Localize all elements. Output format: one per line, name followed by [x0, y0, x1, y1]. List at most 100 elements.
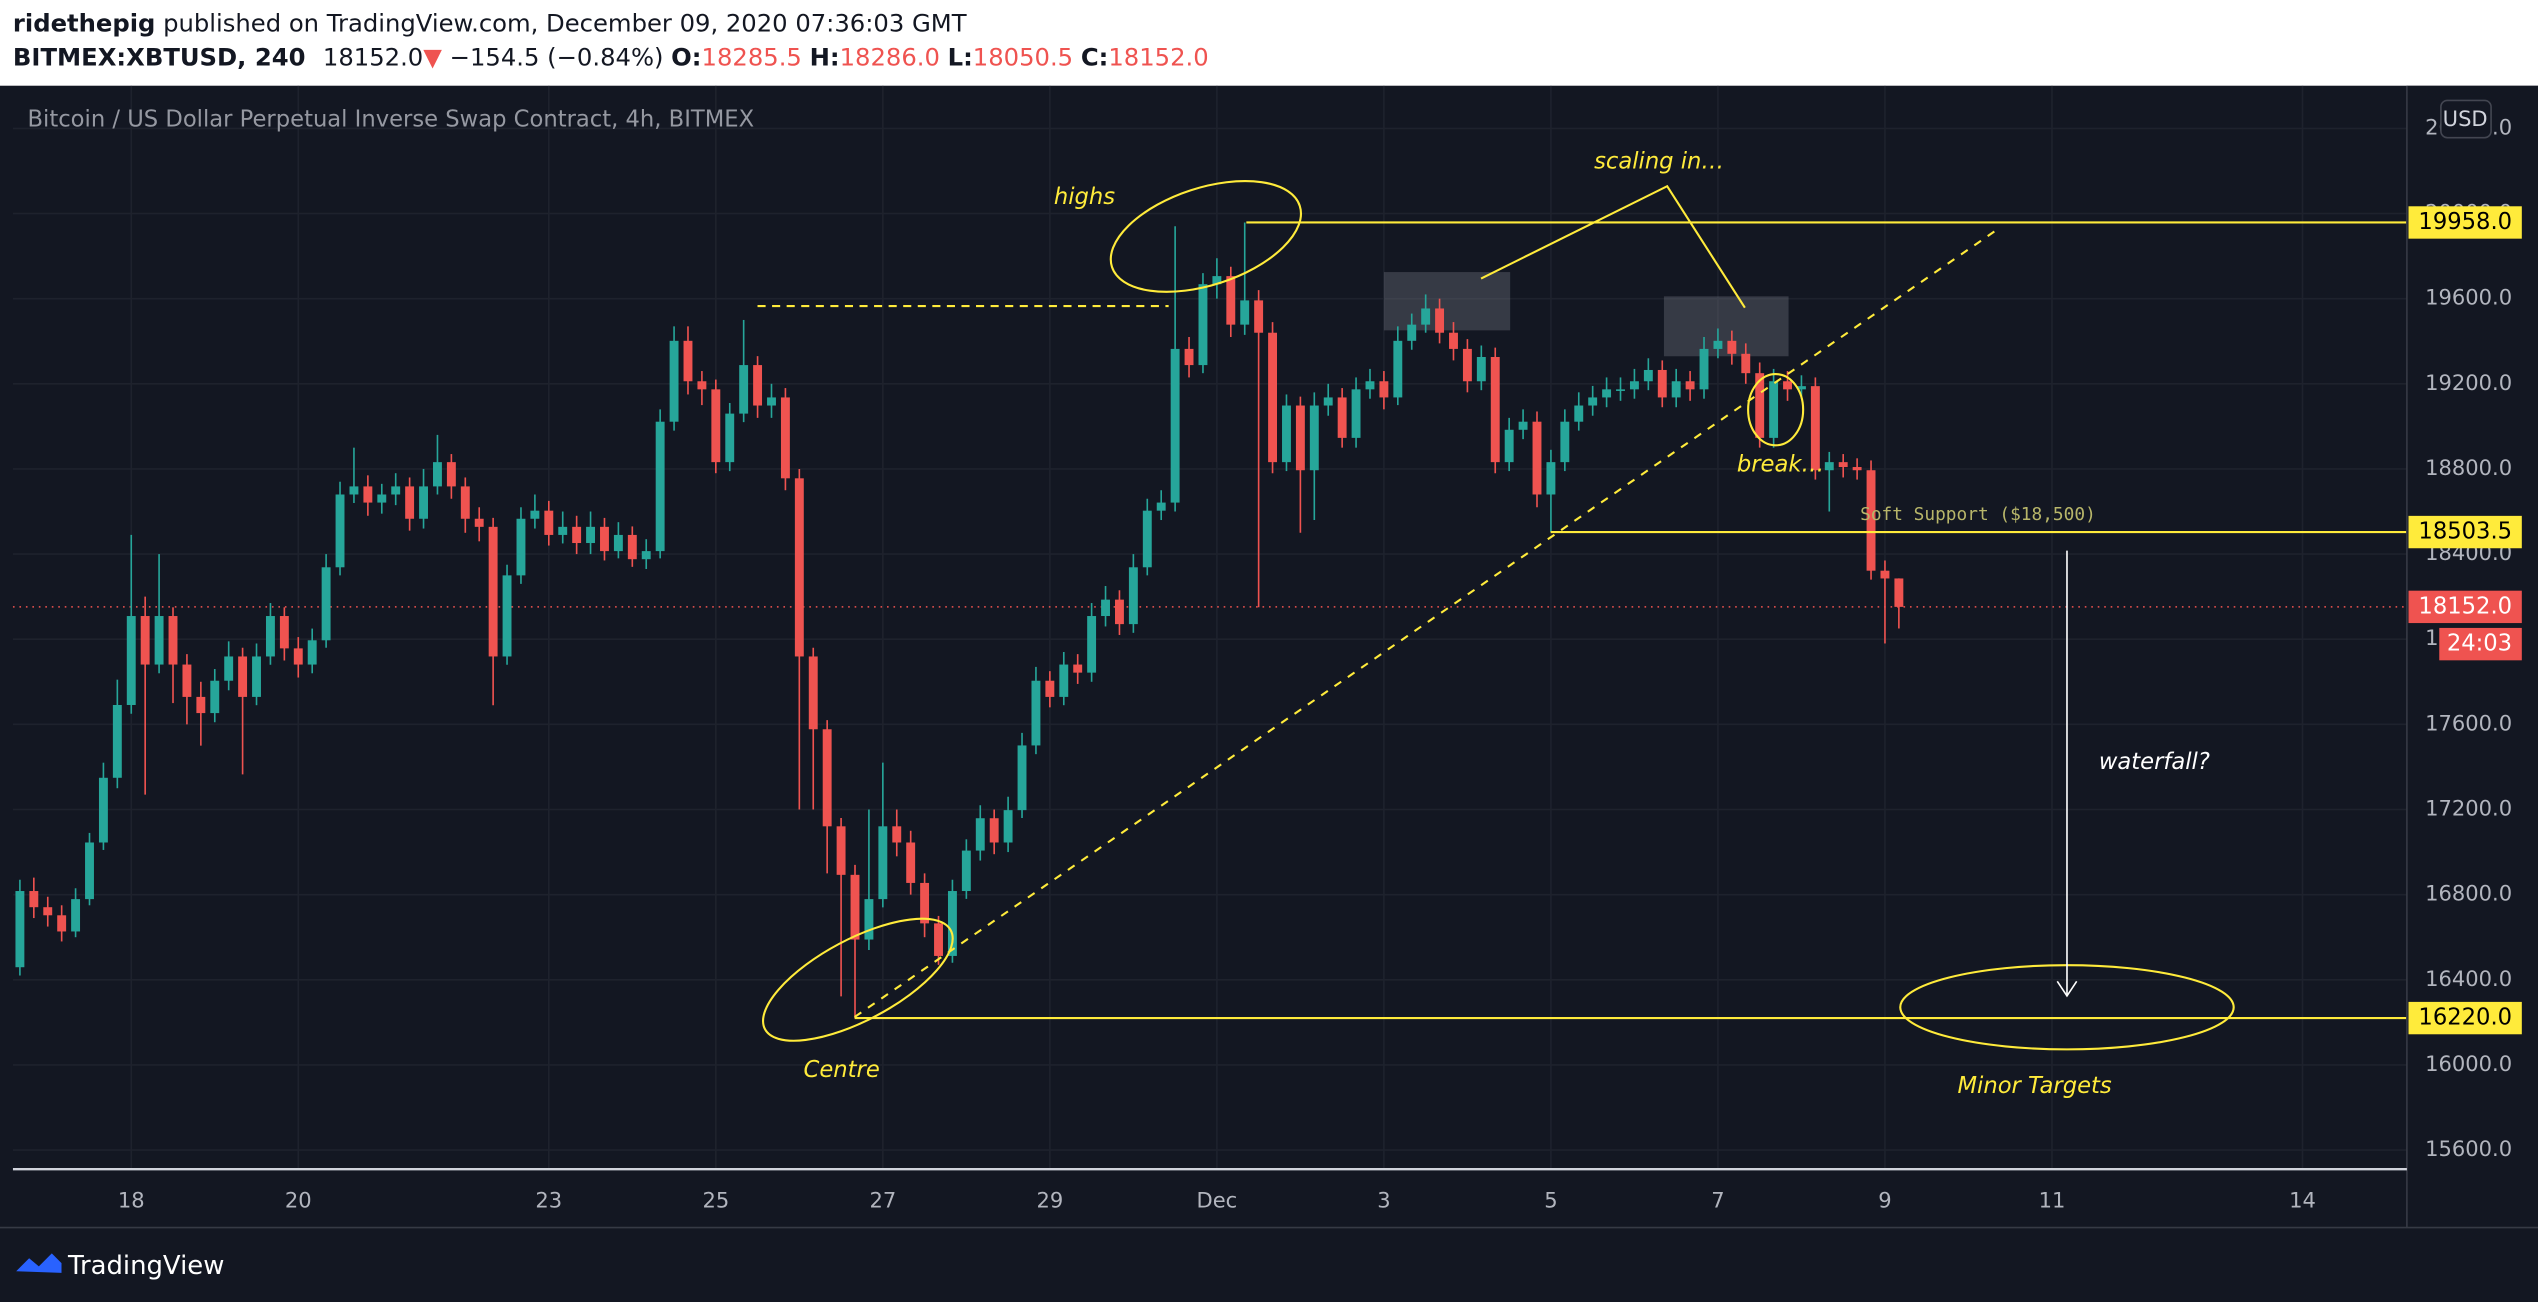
candle-body — [1532, 421, 1542, 495]
currency[interactable]: USD — [2443, 106, 2488, 131]
candle-body — [154, 616, 164, 665]
candle-body — [1685, 381, 1695, 390]
candle-body — [293, 648, 303, 665]
candle-body — [669, 340, 679, 422]
candle-body — [1435, 308, 1445, 333]
level-label: 18503.5 — [2418, 519, 2512, 545]
x-tick-label: 27 — [869, 1188, 896, 1213]
x-tick-label: 9 — [1878, 1188, 1891, 1213]
x-tick-label: 7 — [1711, 1188, 1724, 1213]
candle-body — [1769, 381, 1779, 438]
candle-body — [391, 486, 401, 495]
candle-body — [29, 891, 39, 908]
candle-body — [1114, 599, 1124, 625]
candle-body — [1643, 369, 1653, 382]
x-tick-label: 3 — [1377, 1188, 1390, 1213]
candle-body — [321, 567, 331, 641]
candle-body — [349, 486, 359, 495]
logo-icon — [16, 1253, 62, 1273]
candle-body — [627, 534, 637, 560]
candle-body — [530, 510, 540, 519]
x-tick-label: 29 — [1036, 1188, 1063, 1213]
candle-body — [279, 616, 289, 649]
candle-body — [1462, 348, 1472, 382]
candle-body — [1087, 616, 1097, 673]
candle-body — [126, 616, 136, 705]
candle-body — [836, 826, 846, 875]
candle-body — [1017, 745, 1027, 811]
ellipse — [1747, 373, 1805, 447]
symbol: BITMEX:XBTUSD, 240 — [13, 42, 306, 71]
candle-body — [1309, 405, 1319, 471]
candle-body — [1783, 381, 1792, 390]
candle-body — [822, 729, 832, 827]
y-tick-label: 15600.0 — [2425, 1136, 2512, 1161]
candle-body — [474, 518, 484, 527]
candle-body — [613, 534, 623, 552]
candle-body — [850, 874, 860, 940]
candle-body — [1184, 348, 1194, 366]
candle-body — [1741, 353, 1751, 374]
x-tick-label: 14 — [2289, 1188, 2316, 1213]
candle-body — [1894, 578, 1904, 607]
y-tick-label: 18800.0 — [2425, 455, 2512, 480]
y-tick-label: 16800.0 — [2425, 881, 2512, 906]
ohlc-label: L: — [948, 42, 973, 71]
annotation: highs — [1054, 184, 1115, 210]
candle-body — [1003, 810, 1013, 843]
candle-body — [600, 526, 609, 552]
candle-body — [224, 656, 234, 681]
brand: TradingView — [67, 1251, 224, 1281]
annotation: Soft Support ($18,500) — [1860, 504, 2096, 525]
candle-body — [1657, 369, 1667, 398]
candle-body — [975, 818, 985, 851]
candle-body — [697, 381, 707, 390]
ohlc-label: C: — [1081, 42, 1109, 71]
candle-body — [780, 397, 790, 479]
currency-button[interactable] — [2440, 99, 2492, 139]
candle-body — [711, 389, 721, 463]
candle-body — [655, 421, 665, 552]
candle-body — [1838, 462, 1848, 468]
candle-body — [516, 518, 526, 576]
candle-body — [1699, 348, 1709, 390]
candle-body — [1031, 680, 1041, 746]
candle-body — [85, 842, 94, 900]
candle-body — [1713, 340, 1723, 349]
candle-body — [1796, 386, 1806, 390]
candle-body — [1073, 664, 1083, 673]
candles — [15, 222, 1904, 1019]
candle-body — [1101, 599, 1110, 617]
candle-body — [1351, 389, 1361, 438]
ohlc-value: 18286.0 — [840, 42, 940, 71]
candle-body — [934, 923, 943, 956]
countdown: 24:03 — [2447, 631, 2512, 657]
annotation: waterfall? — [2099, 749, 2210, 775]
candle-body — [947, 891, 957, 956]
candle-body — [739, 365, 749, 414]
candle-body — [112, 704, 122, 778]
candle-body — [43, 907, 53, 916]
annotations-back — [1383, 272, 1789, 357]
candle-body — [307, 640, 317, 665]
header-bg — [0, 0, 2538, 86]
ellipse — [1109, 180, 1303, 293]
candle-body — [1212, 276, 1222, 285]
candle-body — [892, 826, 902, 843]
candle-body — [405, 486, 415, 519]
candle-body — [446, 462, 456, 487]
y-tick-label: 16400.0 — [2425, 966, 2512, 991]
y-tick-label: 16000.0 — [2425, 1051, 2512, 1076]
candle-body — [460, 486, 470, 519]
level-label-bg — [2408, 515, 2522, 549]
chart-title: Bitcoin / US Dollar Perpetual Inverse Sw… — [28, 106, 755, 132]
candle-body — [1421, 308, 1431, 325]
x-tick-label: 18 — [118, 1188, 145, 1213]
candle-body — [1059, 664, 1069, 697]
candle-body — [1379, 381, 1389, 398]
candle-body — [488, 526, 498, 657]
level-label-bg — [2408, 206, 2522, 239]
candle-body — [920, 882, 930, 924]
candle-body — [1170, 348, 1180, 503]
